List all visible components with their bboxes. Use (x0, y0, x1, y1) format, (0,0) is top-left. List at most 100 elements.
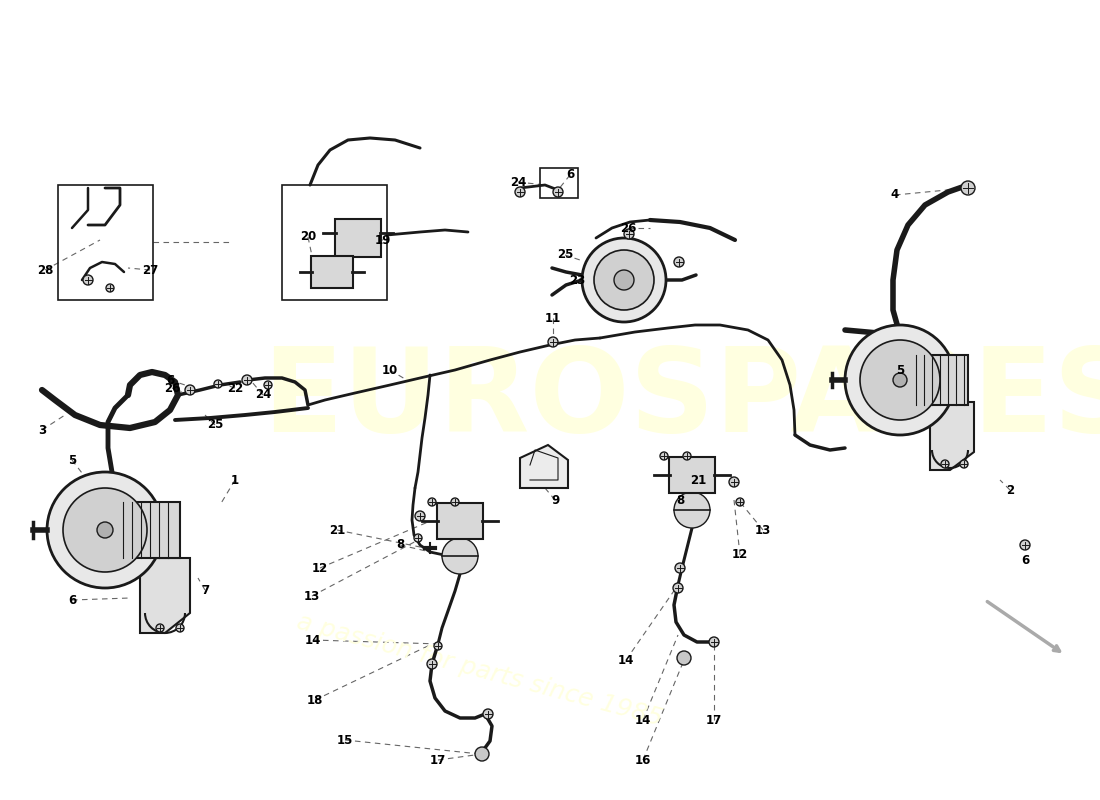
Polygon shape (930, 402, 974, 470)
FancyBboxPatch shape (437, 503, 483, 539)
Text: 5: 5 (68, 454, 76, 466)
Circle shape (710, 637, 719, 647)
Text: 9: 9 (551, 494, 559, 506)
Circle shape (414, 534, 422, 542)
Text: 14: 14 (635, 714, 651, 726)
Circle shape (442, 538, 478, 574)
Text: 6: 6 (166, 374, 174, 386)
Circle shape (553, 187, 563, 197)
Circle shape (97, 522, 113, 538)
Text: 27: 27 (142, 263, 158, 277)
Bar (58, 185, 153, 300)
Circle shape (185, 385, 195, 395)
Text: 6: 6 (565, 169, 574, 182)
Circle shape (674, 492, 710, 528)
Circle shape (214, 380, 222, 388)
Circle shape (660, 452, 668, 460)
Text: 10: 10 (382, 363, 398, 377)
Circle shape (960, 460, 968, 468)
Text: 25: 25 (207, 418, 223, 431)
Text: 3: 3 (37, 423, 46, 437)
Circle shape (548, 337, 558, 347)
Circle shape (106, 284, 114, 292)
Text: 8: 8 (675, 494, 684, 506)
Bar (282, 185, 387, 300)
Polygon shape (520, 445, 568, 488)
Text: 26: 26 (619, 222, 636, 234)
Circle shape (63, 488, 147, 572)
Text: 11: 11 (544, 311, 561, 325)
Text: 19: 19 (375, 234, 392, 246)
Text: 23: 23 (569, 274, 585, 286)
Circle shape (428, 498, 436, 506)
Text: 17: 17 (706, 714, 722, 726)
Circle shape (729, 477, 739, 487)
Text: 7: 7 (201, 583, 209, 597)
Circle shape (893, 373, 907, 387)
Circle shape (515, 187, 525, 197)
Circle shape (176, 624, 184, 632)
Text: 17: 17 (430, 754, 447, 766)
Circle shape (940, 460, 949, 468)
Circle shape (736, 498, 744, 506)
Text: 8: 8 (396, 538, 404, 551)
Text: 12: 12 (732, 549, 748, 562)
Text: 13: 13 (755, 523, 771, 537)
Text: 13: 13 (304, 590, 320, 602)
Text: 2: 2 (1005, 483, 1014, 497)
Text: 12: 12 (312, 562, 328, 574)
Circle shape (264, 381, 272, 389)
Text: 28: 28 (36, 263, 53, 277)
Circle shape (594, 250, 654, 310)
Bar (540, 168, 578, 198)
Bar (116, 502, 180, 558)
Text: 26: 26 (164, 382, 180, 394)
Circle shape (156, 624, 164, 632)
Circle shape (82, 275, 94, 285)
Circle shape (624, 229, 634, 239)
Text: 21: 21 (329, 523, 345, 537)
Text: 18: 18 (307, 694, 323, 706)
Circle shape (676, 651, 691, 665)
Text: 25: 25 (557, 249, 573, 262)
Text: 6: 6 (1021, 554, 1030, 566)
Circle shape (582, 238, 665, 322)
Text: 24: 24 (509, 175, 526, 189)
Circle shape (451, 498, 459, 506)
Text: 5: 5 (895, 363, 904, 377)
Circle shape (614, 270, 634, 290)
Text: 14: 14 (305, 634, 321, 646)
Circle shape (427, 659, 437, 669)
Text: 16: 16 (635, 754, 651, 766)
Circle shape (845, 325, 955, 435)
Circle shape (434, 642, 442, 650)
Text: 4: 4 (891, 189, 899, 202)
Bar (908, 355, 968, 405)
FancyBboxPatch shape (669, 457, 715, 493)
Text: EUROSPARES: EUROSPARES (262, 342, 1100, 458)
Circle shape (683, 452, 691, 460)
Text: 1: 1 (231, 474, 239, 486)
Text: 15: 15 (337, 734, 353, 746)
Circle shape (475, 747, 490, 761)
Circle shape (47, 472, 163, 588)
Circle shape (415, 511, 425, 521)
Text: 22: 22 (227, 382, 243, 394)
Text: 6: 6 (68, 594, 76, 606)
Text: 24: 24 (255, 389, 272, 402)
Circle shape (483, 709, 493, 719)
Circle shape (242, 375, 252, 385)
Text: 14: 14 (618, 654, 635, 666)
Text: 20: 20 (300, 230, 316, 243)
Circle shape (675, 563, 685, 573)
Polygon shape (140, 558, 190, 633)
Circle shape (860, 340, 940, 420)
Circle shape (674, 257, 684, 267)
Circle shape (961, 181, 975, 195)
Text: 21: 21 (690, 474, 706, 486)
Circle shape (673, 583, 683, 593)
FancyBboxPatch shape (311, 256, 353, 288)
Text: a passion for parts since 1985: a passion for parts since 1985 (295, 610, 666, 730)
Circle shape (1020, 540, 1030, 550)
FancyBboxPatch shape (336, 219, 381, 257)
